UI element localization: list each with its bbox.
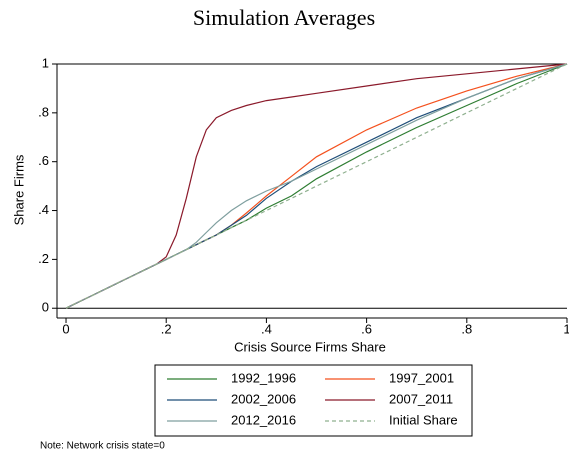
y-tick-label: 1 <box>42 55 49 70</box>
x-tick-label: .8 <box>461 321 472 336</box>
legend-label: 2012_2016 <box>231 412 296 427</box>
x-tick-label: .6 <box>361 321 372 336</box>
legend-label: 2002_2006 <box>231 391 296 406</box>
series-line <box>65 63 568 309</box>
legend-label: 1992_1996 <box>231 370 296 385</box>
note: Note: Network crisis state=0 <box>40 441 165 452</box>
y-tick-label: .4 <box>38 202 49 217</box>
y-tick-label: 0 <box>42 300 49 315</box>
legend-label: 1997_2001 <box>389 370 454 385</box>
series-line <box>65 63 568 309</box>
x-tick-label: 0 <box>62 321 69 336</box>
x-tick-label: .4 <box>261 321 272 336</box>
x-tick-label: 1 <box>563 321 569 336</box>
y-axis-label: Share Firms <box>11 154 26 225</box>
x-axis-label: Crisis Source Firms Share <box>234 339 386 354</box>
y-tick-label: .2 <box>38 251 49 266</box>
legend-label: 2007_2011 <box>389 391 453 406</box>
y-tick-label: .8 <box>38 104 49 119</box>
y-tick-label: .6 <box>38 153 49 168</box>
x-tick-label: .2 <box>161 321 172 336</box>
chart-title: Simulation Averages <box>193 5 375 30</box>
legend-label: Initial Share <box>389 412 458 427</box>
